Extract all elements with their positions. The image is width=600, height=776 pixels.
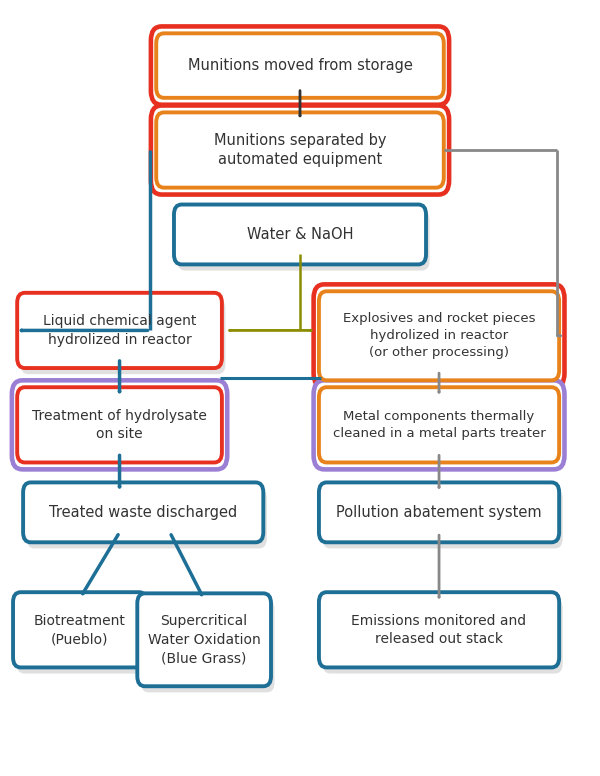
Text: Water & NaOH: Water & NaOH — [247, 227, 353, 242]
Text: Explosives and rocket pieces
hydrolized in reactor
(or other processing): Explosives and rocket pieces hydrolized … — [343, 312, 535, 359]
FancyBboxPatch shape — [141, 600, 275, 692]
FancyBboxPatch shape — [13, 592, 147, 667]
FancyBboxPatch shape — [174, 205, 426, 265]
Text: Munitions separated by
automated equipment: Munitions separated by automated equipme… — [214, 133, 386, 168]
FancyBboxPatch shape — [21, 393, 226, 469]
FancyBboxPatch shape — [137, 594, 271, 686]
FancyBboxPatch shape — [314, 380, 565, 469]
FancyBboxPatch shape — [160, 119, 448, 194]
FancyBboxPatch shape — [17, 598, 151, 674]
Text: Treatment of hydrolysate
on site: Treatment of hydrolysate on site — [32, 409, 207, 441]
FancyBboxPatch shape — [12, 380, 227, 469]
FancyBboxPatch shape — [314, 284, 565, 387]
FancyBboxPatch shape — [319, 291, 559, 380]
FancyBboxPatch shape — [319, 387, 559, 462]
FancyBboxPatch shape — [156, 33, 444, 98]
Text: Pollution abatement system: Pollution abatement system — [336, 505, 542, 520]
FancyBboxPatch shape — [156, 113, 444, 188]
Text: Supercritical
Water Oxidation
(Blue Grass): Supercritical Water Oxidation (Blue Gras… — [148, 615, 260, 665]
FancyBboxPatch shape — [322, 489, 563, 549]
FancyBboxPatch shape — [17, 293, 222, 368]
FancyBboxPatch shape — [322, 297, 563, 386]
FancyBboxPatch shape — [322, 598, 563, 674]
Text: Liquid chemical agent
hydrolized in reactor: Liquid chemical agent hydrolized in reac… — [43, 314, 196, 347]
FancyBboxPatch shape — [151, 26, 449, 105]
FancyBboxPatch shape — [21, 299, 226, 374]
Text: Munitions moved from storage: Munitions moved from storage — [188, 58, 412, 73]
FancyBboxPatch shape — [319, 483, 559, 542]
FancyBboxPatch shape — [160, 40, 448, 104]
FancyBboxPatch shape — [151, 106, 449, 195]
FancyBboxPatch shape — [17, 387, 222, 462]
FancyBboxPatch shape — [23, 483, 263, 542]
FancyBboxPatch shape — [322, 393, 563, 469]
FancyBboxPatch shape — [178, 210, 430, 271]
Text: Metal components thermally
cleaned in a metal parts treater: Metal components thermally cleaned in a … — [332, 410, 545, 440]
Text: Treated waste discharged: Treated waste discharged — [49, 505, 238, 520]
FancyBboxPatch shape — [319, 592, 559, 667]
Text: Emissions monitored and
released out stack: Emissions monitored and released out sta… — [352, 614, 527, 646]
FancyBboxPatch shape — [26, 489, 267, 549]
Text: Biotreatment
(Pueblo): Biotreatment (Pueblo) — [34, 614, 126, 646]
